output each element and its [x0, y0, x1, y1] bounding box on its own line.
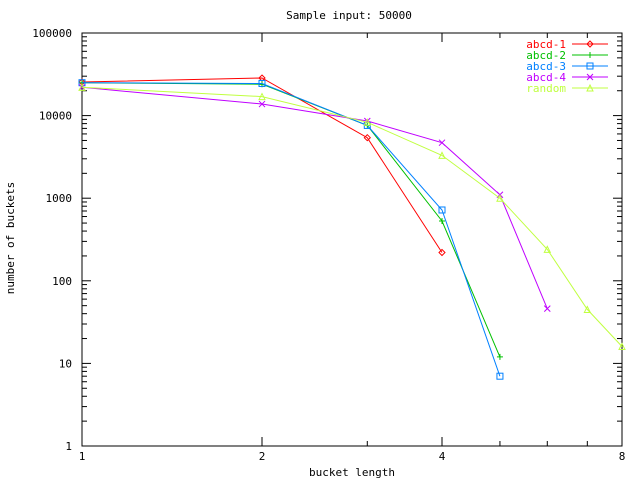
data-point-abcd-3	[438, 206, 446, 214]
series-abcd-4	[78, 83, 551, 313]
data-point-abcd-4	[543, 305, 551, 313]
x-tick-label: 1	[79, 450, 86, 463]
legend-swatch-marker	[586, 40, 594, 48]
series-line-abcd-1	[81, 77, 443, 253]
x-tick-label: 2	[259, 450, 266, 463]
data-point-abcd-3	[258, 79, 266, 87]
y-tick-label: 10	[59, 357, 72, 370]
y-axis-label: number of buckets	[4, 182, 17, 295]
legend-label: abcd-2	[526, 49, 566, 62]
y-tick-label: 1000	[46, 192, 73, 205]
series-random	[78, 83, 626, 351]
data-point-random	[618, 342, 626, 351]
series-abcd-1	[78, 74, 446, 257]
y-tick-label: 100000	[32, 27, 72, 40]
legend-label: abcd-1	[526, 38, 566, 51]
data-point-abcd-1	[438, 248, 446, 257]
x-axis-ticks: 1 2 4 8	[79, 33, 626, 463]
data-point-random	[78, 83, 86, 91]
data-point-random	[496, 194, 504, 202]
series-line-random	[81, 86, 623, 347]
plot-frame	[81, 32, 623, 447]
legend-swatch-marker	[586, 83, 594, 92]
legend-label: abcd-4	[526, 71, 566, 84]
data-point-random	[438, 151, 446, 159]
x-axis-label: bucket length	[309, 466, 395, 479]
data-point-abcd-1	[363, 133, 372, 142]
legend-label: random	[526, 82, 566, 95]
series-line-abcd-3	[81, 82, 501, 377]
x-tick-label: 8	[619, 450, 626, 463]
series-line-abcd-4	[81, 86, 548, 309]
legend-swatch-marker	[586, 62, 594, 70]
legend-swatch-marker	[587, 52, 593, 58]
y-tick-label: 100	[52, 275, 72, 288]
data-point-abcd-4	[438, 139, 446, 147]
y-axis-ticks: 1 10 100 1000 10000 100000	[32, 27, 622, 453]
data-point-random	[258, 92, 266, 101]
series-abcd-3	[78, 79, 504, 380]
x-tick-label: 4	[439, 450, 446, 463]
series-layer	[78, 74, 626, 380]
series-line-abcd-2	[81, 82, 501, 358]
chart-title: Sample input: 50000	[286, 9, 412, 22]
legend-label: abcd-3	[526, 60, 566, 73]
data-point-abcd-3	[78, 79, 86, 87]
data-point-abcd-1	[258, 74, 266, 82]
data-point-random	[363, 118, 372, 126]
series-abcd-2	[79, 79, 503, 360]
data-point-abcd-2	[496, 353, 503, 360]
data-point-random	[543, 245, 552, 253]
data-point-abcd-2	[439, 217, 445, 224]
y-tick-label: 10000	[39, 110, 72, 123]
data-point-abcd-4	[258, 100, 266, 108]
legend-swatch-marker	[586, 73, 594, 81]
y-tick-label: 1	[65, 440, 72, 453]
data-point-abcd-3	[496, 372, 504, 380]
data-point-random	[583, 305, 592, 313]
